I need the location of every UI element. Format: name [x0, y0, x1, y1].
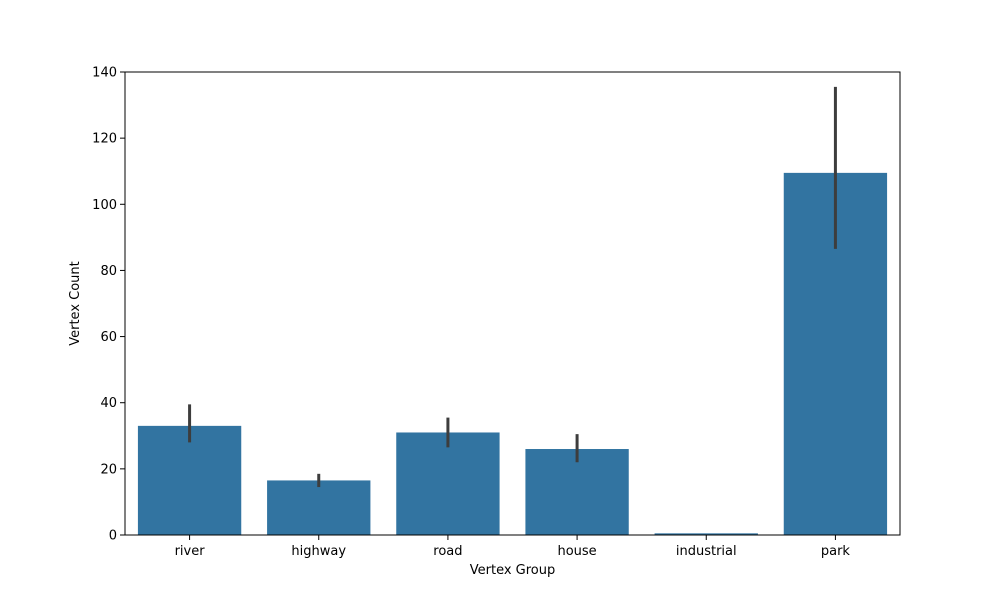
y-axis: 0 20 40 60 80 100 120 140 [92, 66, 125, 544]
bar-road [396, 432, 500, 535]
x-tick-label-road: road [433, 544, 462, 559]
plot-frame [124, 71, 901, 536]
y-tick-label: 40 [100, 396, 117, 411]
y-tick-label: 60 [100, 330, 117, 345]
y-tick-label: 0 [109, 529, 117, 544]
bar-highway [267, 480, 371, 535]
y-tick-label: 120 [92, 132, 117, 147]
error-bars-layer [188, 86, 837, 488]
y-tick-label: 20 [100, 462, 117, 477]
y-tick-label: 140 [92, 66, 117, 81]
x-tick-label-house: house [557, 544, 596, 559]
x-tick-label-river: river [175, 544, 206, 559]
y-tick-label: 80 [100, 264, 117, 279]
bar-house [525, 449, 629, 535]
x-axis-label: Vertex Group [470, 563, 556, 578]
y-tick-label: 100 [92, 198, 117, 213]
bar-river [137, 425, 242, 535]
bar-industrial [654, 533, 758, 535]
x-tick-label-park: park [821, 544, 851, 559]
x-tick-label-highway: highway [291, 544, 346, 559]
x-axis: river highway road house industrial park [175, 535, 851, 559]
x-tick-label-industrial: industrial [676, 544, 737, 559]
y-axis-label: Vertex Count [68, 261, 83, 346]
bars-layer [137, 172, 888, 535]
